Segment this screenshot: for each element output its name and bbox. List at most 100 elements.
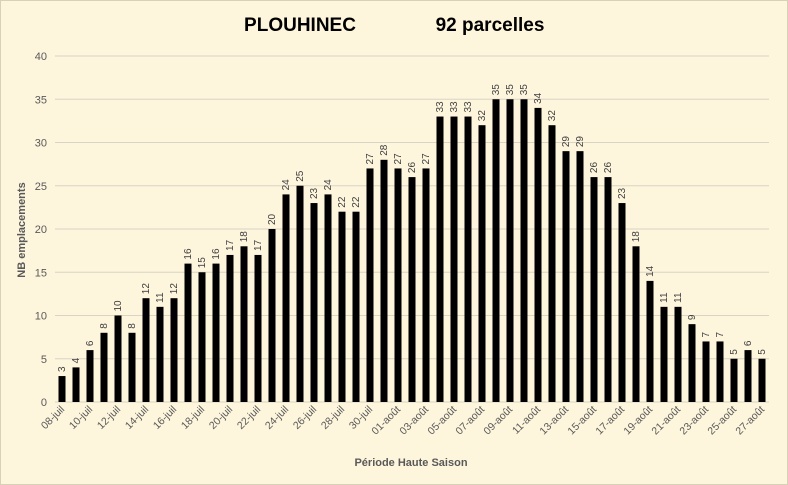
x-tick-label: 13-août [537, 404, 571, 438]
y-tick-label: 25 [35, 181, 47, 193]
bar [674, 306, 682, 402]
data-label: 5 [757, 349, 768, 355]
bar [282, 194, 290, 402]
x-tick-label: 15-août [565, 404, 599, 438]
x-tick-label: 19-août [621, 404, 655, 438]
data-label: 6 [85, 340, 96, 346]
data-label: 18 [239, 231, 250, 243]
x-tick-label: 20-juil [207, 404, 235, 432]
x-tick-label: 07-août [453, 404, 487, 438]
data-label: 34 [533, 92, 544, 104]
bar [408, 177, 416, 402]
y-tick-label: 35 [35, 94, 47, 106]
x-tick-label: 22-juil [235, 404, 263, 432]
data-label: 33 [435, 101, 446, 113]
data-label: 35 [505, 84, 516, 96]
x-tick-label: 01-août [369, 404, 403, 438]
bar [296, 185, 304, 402]
bar [268, 229, 276, 402]
bar [352, 211, 360, 402]
data-label: 22 [337, 196, 348, 208]
bar [660, 306, 668, 402]
bar [548, 125, 556, 402]
bar [338, 211, 346, 402]
bar [58, 376, 66, 402]
data-label: 16 [183, 248, 194, 260]
x-axis-ticks: 08-juil 10-juil 12-juil 14-juil 16-juil 18-ju… [39, 404, 767, 438]
bar [716, 341, 724, 402]
data-label: 18 [631, 231, 642, 243]
bar [142, 298, 150, 402]
data-label: 32 [547, 110, 558, 122]
data-label: 29 [561, 136, 572, 148]
x-axis-title: Période Haute Saison [354, 457, 467, 469]
x-tick-label: 03-août [397, 404, 431, 438]
data-label: 11 [659, 292, 670, 303]
data-label: 12 [141, 283, 152, 295]
data-label: 6 [743, 340, 754, 346]
data-label: 15 [197, 257, 208, 269]
x-tick-label: 18-juil [179, 404, 207, 432]
data-label: 26 [603, 162, 614, 174]
bar [114, 315, 122, 402]
data-label: 16 [211, 248, 222, 260]
bar [324, 194, 332, 402]
data-label: 8 [99, 323, 110, 329]
x-tick-label: 27-août [733, 404, 767, 438]
data-label: 32 [477, 110, 488, 122]
x-tick-label: 16-juil [151, 404, 179, 432]
data-label: 29 [575, 136, 586, 148]
data-label: 12 [169, 283, 180, 295]
y-tick-label: 40 [35, 51, 47, 63]
data-label: 3 [57, 366, 68, 372]
y-tick-label: 10 [35, 311, 47, 323]
bar [702, 341, 710, 402]
data-label: 11 [155, 292, 166, 303]
bar [590, 177, 598, 402]
data-label: 33 [449, 101, 460, 113]
x-tick-label: 25-août [705, 404, 739, 438]
data-label: 23 [309, 187, 320, 199]
data-label: 25 [295, 170, 306, 182]
bar [730, 358, 738, 402]
bar [366, 168, 374, 402]
bar [212, 263, 220, 402]
bar [226, 254, 234, 402]
data-label: 27 [365, 153, 376, 165]
x-tick-label: 11-août [510, 404, 543, 437]
bar [464, 116, 472, 403]
data-label: 23 [617, 187, 628, 199]
chart-title-count: 92 parcelles [435, 15, 545, 36]
data-label: 10 [113, 300, 124, 312]
bar [100, 332, 108, 402]
x-tick-label: 24-juil [263, 404, 291, 432]
chart-title-place: PLOUHINEC [244, 15, 356, 36]
bar [758, 358, 766, 402]
x-tick-label: 17-août [593, 404, 627, 438]
bar [128, 332, 136, 402]
bar [478, 125, 486, 402]
bar [72, 367, 80, 402]
data-label: 14 [645, 265, 656, 277]
bar [436, 116, 444, 403]
x-tick-label: 23-août [677, 404, 711, 438]
y-tick-label: 5 [41, 354, 47, 366]
x-tick-label: 14-juil [123, 404, 151, 432]
bar [646, 280, 654, 402]
bar [744, 350, 752, 402]
data-label: 26 [407, 162, 418, 174]
data-label: 35 [519, 84, 530, 96]
bar [198, 272, 206, 402]
bar [394, 168, 402, 402]
y-axis-ticks: 0 5 10 15 20 25 30 35 40 [35, 51, 47, 409]
data-label: 33 [463, 101, 474, 113]
x-tick-label: 10-juil [67, 404, 95, 432]
data-label: 17 [253, 239, 264, 251]
x-tick-label: 26-juil [291, 404, 319, 432]
bar [688, 324, 696, 402]
data-label: 5 [729, 349, 740, 355]
x-tick-label: 28-juil [319, 404, 347, 432]
